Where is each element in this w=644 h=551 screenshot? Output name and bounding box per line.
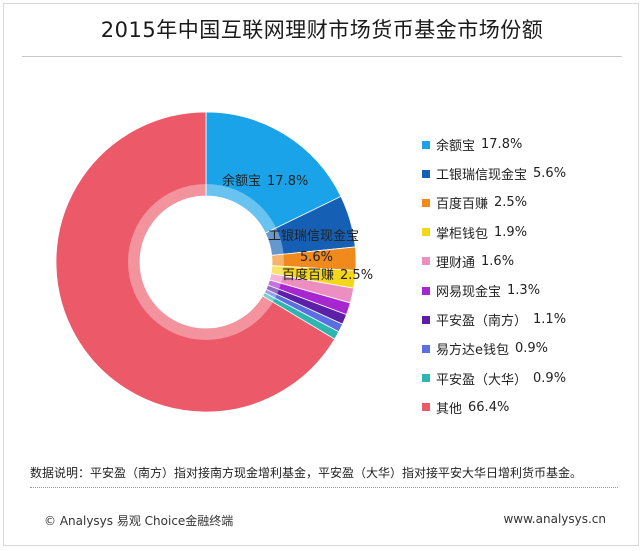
slice-labels: 余额宝 17.8% 工银瑞信现金宝 5.6% 百度百赚 2.5%: [222, 173, 373, 283]
legend-label: 易方达e钱包: [436, 343, 509, 359]
legend-label: 百度百赚: [436, 197, 489, 213]
slice-label-yuebao: 余额宝 17.8%: [222, 173, 308, 189]
slice-label-gongyin-name: 工银瑞信现金宝: [268, 228, 359, 244]
footer-url: www.analysys.cn: [503, 512, 606, 526]
chart-title: 2015年中国互联网理财市场货币基金市场份额: [100, 18, 544, 42]
legend-label: 理财通: [436, 255, 476, 271]
footer-source: © Analysys 易观 Choice金融终端: [44, 514, 234, 528]
legend-value: 1.9%: [494, 224, 528, 240]
legend-value: 5.6%: [533, 166, 567, 182]
legend-item: 理财通 1.6%: [422, 247, 637, 276]
legend-item: 其他 66.4%: [422, 393, 637, 422]
legend-swatch: [422, 169, 430, 178]
note-divider: [30, 487, 618, 488]
legend-label: 工银瑞信现金宝: [436, 168, 528, 184]
legend-label: 余额宝: [436, 139, 476, 155]
legend-swatch: [422, 140, 430, 149]
legend-item: 平安盈（南方） 1.1%: [422, 305, 637, 334]
legend-item: 网易现金宝 1.3%: [422, 276, 637, 305]
legend-label: 掌柜钱包: [436, 226, 489, 242]
legend-item: 掌柜钱包 1.9%: [422, 218, 637, 247]
slice-label-baidu: 百度百赚 2.5%: [282, 267, 373, 283]
legend-swatch: [422, 344, 430, 353]
legend-value: 1.6%: [481, 253, 515, 269]
slice-label-gongyin-value: 5.6%: [300, 250, 333, 265]
legend-value: 0.9%: [533, 370, 567, 386]
legend-value: 0.9%: [515, 341, 549, 357]
legend-item: 余额宝 17.8%: [422, 130, 637, 159]
legend-value: 1.1%: [533, 312, 567, 328]
data-note: 数据说明：平安盈（南方）指对接南方现金增利基金，平安盈（大华）指对接平安大华日增…: [30, 466, 583, 480]
legend-value: 1.3%: [507, 283, 541, 299]
legend-item: 百度百赚 2.5%: [422, 188, 637, 217]
legend-swatch: [422, 257, 430, 266]
legend-label: 网易现金宝: [436, 285, 502, 301]
legend-item: 易方达e钱包 0.9%: [422, 334, 637, 363]
title-divider: [22, 56, 622, 57]
chart-legend: 余额宝 17.8% 工银瑞信现金宝 5.6% 百度百赚 2.5% 掌柜钱包 1.9% 理财通 1.…: [422, 130, 637, 422]
legend-value: 17.8%: [481, 137, 523, 153]
legend-swatch: [422, 315, 430, 324]
legend-item: 工银瑞信现金宝 5.6%: [422, 159, 637, 188]
legend-swatch: [422, 198, 430, 207]
legend-label: 平安盈（大华）: [436, 372, 528, 388]
legend-label: 其他: [436, 401, 463, 417]
legend-swatch: [422, 374, 430, 383]
legend-value: 66.4%: [468, 399, 510, 415]
donut-hole: [140, 196, 272, 328]
legend-swatch: [422, 286, 430, 295]
legend-swatch: [422, 403, 430, 412]
legend-value: 2.5%: [494, 195, 528, 211]
legend-item: 平安盈（大华） 0.9%: [422, 364, 637, 393]
legend-label: 平安盈（南方）: [436, 314, 528, 330]
legend-swatch: [422, 228, 430, 237]
